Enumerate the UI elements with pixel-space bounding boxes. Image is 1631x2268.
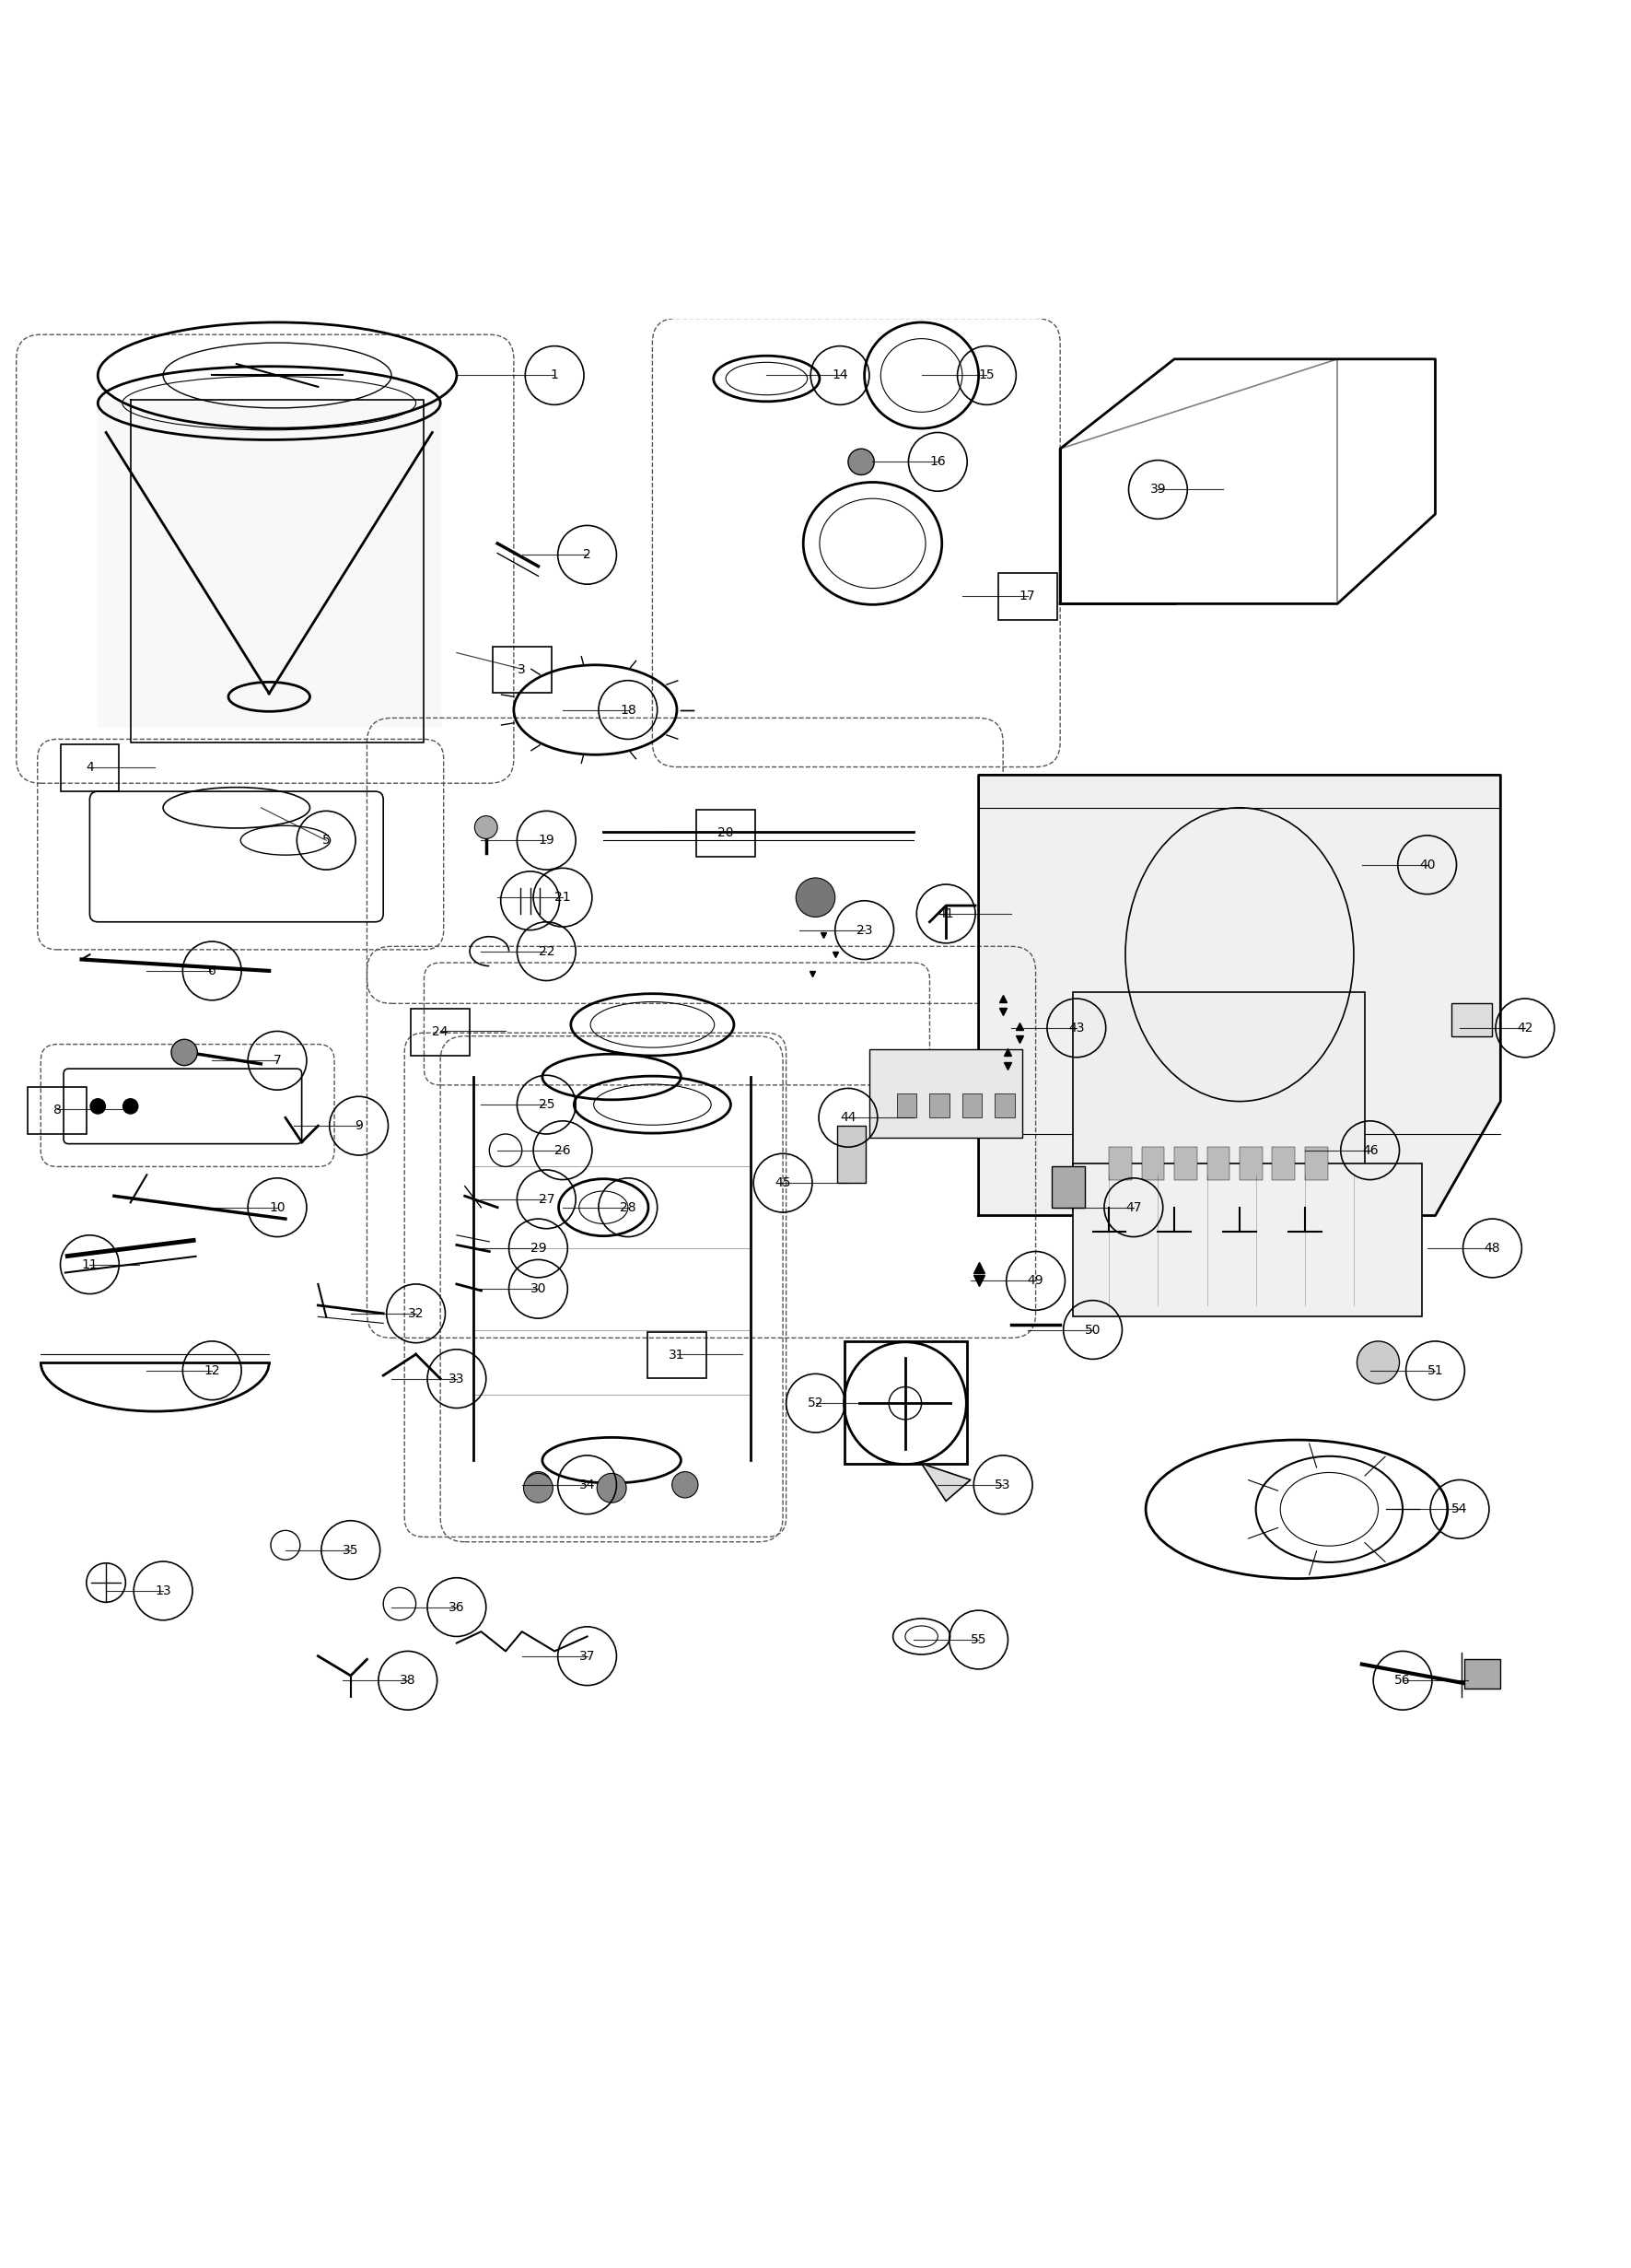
Text: 17: 17 xyxy=(1019,590,1036,603)
Bar xyxy=(1465,1660,1501,1690)
Bar xyxy=(1305,1148,1328,1179)
Text: 48: 48 xyxy=(1484,1243,1501,1254)
Text: 11: 11 xyxy=(82,1259,98,1270)
Text: 20: 20 xyxy=(718,826,734,839)
Text: 32: 32 xyxy=(408,1306,424,1320)
Circle shape xyxy=(848,449,874,474)
Text: 44: 44 xyxy=(840,1111,856,1125)
Text: 7: 7 xyxy=(274,1055,281,1066)
FancyBboxPatch shape xyxy=(1073,991,1365,1211)
Text: 27: 27 xyxy=(538,1193,555,1207)
Circle shape xyxy=(524,1474,553,1504)
Text: 14: 14 xyxy=(832,370,848,381)
Circle shape xyxy=(122,1098,139,1114)
Bar xyxy=(897,1093,917,1118)
Bar xyxy=(1452,1002,1492,1036)
Polygon shape xyxy=(98,399,440,726)
Circle shape xyxy=(525,1472,551,1497)
Text: 3: 3 xyxy=(519,665,525,676)
Text: 25: 25 xyxy=(538,1098,555,1111)
Text: 18: 18 xyxy=(620,703,636,717)
Bar xyxy=(1174,1148,1197,1179)
Text: 55: 55 xyxy=(970,1633,987,1647)
Bar xyxy=(995,1093,1014,1118)
Bar xyxy=(930,1093,949,1118)
Bar xyxy=(1109,1148,1132,1179)
Text: 49: 49 xyxy=(1028,1275,1044,1288)
Bar xyxy=(1207,1148,1230,1179)
Text: 13: 13 xyxy=(155,1585,171,1597)
Text: 35: 35 xyxy=(343,1545,359,1556)
Text: 38: 38 xyxy=(400,1674,416,1687)
Bar xyxy=(1272,1148,1295,1179)
Text: 47: 47 xyxy=(1125,1202,1142,1213)
Text: 50: 50 xyxy=(1085,1322,1101,1336)
Text: 41: 41 xyxy=(938,907,954,921)
Text: 29: 29 xyxy=(530,1243,546,1254)
Bar xyxy=(962,1093,982,1118)
Text: 9: 9 xyxy=(354,1120,364,1132)
Text: 40: 40 xyxy=(1419,857,1435,871)
Text: 36: 36 xyxy=(449,1601,465,1613)
Text: 10: 10 xyxy=(269,1202,285,1213)
FancyBboxPatch shape xyxy=(1073,1163,1422,1318)
Circle shape xyxy=(475,816,497,839)
Text: 6: 6 xyxy=(207,964,217,978)
Text: 42: 42 xyxy=(1517,1021,1533,1034)
Text: 33: 33 xyxy=(449,1372,465,1386)
Circle shape xyxy=(1357,1340,1399,1383)
Text: 51: 51 xyxy=(1427,1363,1443,1377)
Bar xyxy=(845,1340,967,1463)
Text: 34: 34 xyxy=(579,1479,595,1492)
Text: 26: 26 xyxy=(555,1143,571,1157)
Polygon shape xyxy=(922,1463,970,1501)
Circle shape xyxy=(796,878,835,916)
Circle shape xyxy=(171,1039,197,1066)
Text: 1: 1 xyxy=(550,370,559,381)
Text: 37: 37 xyxy=(579,1649,595,1662)
Bar xyxy=(1052,1166,1085,1207)
Circle shape xyxy=(597,1474,626,1504)
Bar xyxy=(1240,1148,1262,1179)
FancyBboxPatch shape xyxy=(869,1050,1023,1136)
Text: 8: 8 xyxy=(52,1105,62,1116)
Circle shape xyxy=(672,1472,698,1497)
Text: 43: 43 xyxy=(1068,1021,1085,1034)
Polygon shape xyxy=(979,776,1501,1216)
Text: 52: 52 xyxy=(807,1397,824,1411)
Text: 24: 24 xyxy=(432,1025,449,1039)
Text: 19: 19 xyxy=(538,835,555,846)
Text: 5: 5 xyxy=(323,835,329,846)
Text: 15: 15 xyxy=(979,370,995,381)
Text: 53: 53 xyxy=(995,1479,1011,1492)
Text: 12: 12 xyxy=(204,1363,220,1377)
Text: 39: 39 xyxy=(1150,483,1166,497)
Bar xyxy=(1142,1148,1165,1179)
Text: 22: 22 xyxy=(538,946,555,957)
Circle shape xyxy=(90,1098,106,1114)
Text: 30: 30 xyxy=(530,1281,546,1295)
Text: 2: 2 xyxy=(584,549,590,560)
Text: 28: 28 xyxy=(620,1202,636,1213)
Bar xyxy=(837,1125,866,1184)
Text: 56: 56 xyxy=(1395,1674,1411,1687)
Text: 31: 31 xyxy=(669,1349,685,1361)
Text: 45: 45 xyxy=(775,1177,791,1188)
Text: 54: 54 xyxy=(1452,1504,1468,1515)
Text: 21: 21 xyxy=(555,891,571,905)
Text: 4: 4 xyxy=(86,762,93,773)
Text: 16: 16 xyxy=(930,456,946,467)
Text: 23: 23 xyxy=(856,923,873,937)
Text: 46: 46 xyxy=(1362,1143,1378,1157)
